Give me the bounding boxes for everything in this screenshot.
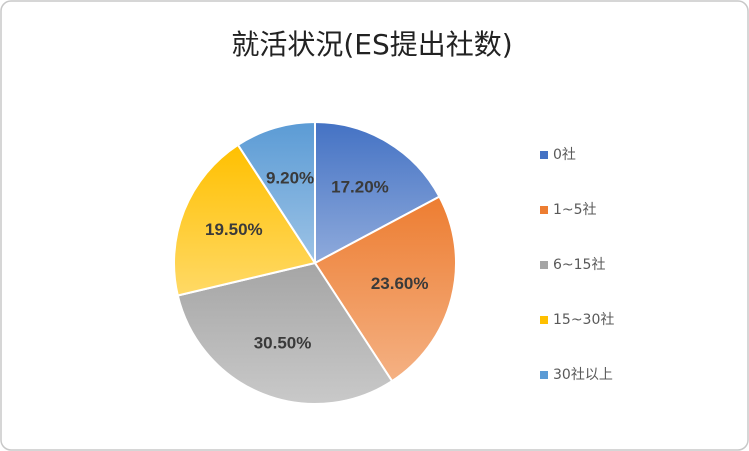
data-label: 30.50% xyxy=(254,334,312,353)
legend-swatch xyxy=(540,206,548,214)
legend-label: 15~30社 xyxy=(553,312,614,328)
data-label: 17.20% xyxy=(331,178,389,197)
pie-slice xyxy=(173,143,317,297)
legend-swatch xyxy=(540,371,548,379)
data-label: 19.50% xyxy=(205,220,263,239)
chart-title: 就活状況(ES提出社数) xyxy=(231,28,512,61)
legend-label: 30社以上 xyxy=(553,367,613,383)
legend-swatch xyxy=(540,316,548,324)
legend-label: 6~15社 xyxy=(553,257,605,273)
pie-slice xyxy=(236,120,316,267)
legend-label: 1~5社 xyxy=(553,202,597,218)
legend-label: 0社 xyxy=(553,147,576,163)
pie-slice xyxy=(314,120,441,265)
data-label: 23.60% xyxy=(371,274,429,293)
pie-slice xyxy=(313,195,457,383)
data-label: 9.20% xyxy=(266,169,314,188)
legend-swatch xyxy=(540,261,548,269)
pie-slice xyxy=(176,261,394,405)
legend-swatch xyxy=(540,151,548,159)
